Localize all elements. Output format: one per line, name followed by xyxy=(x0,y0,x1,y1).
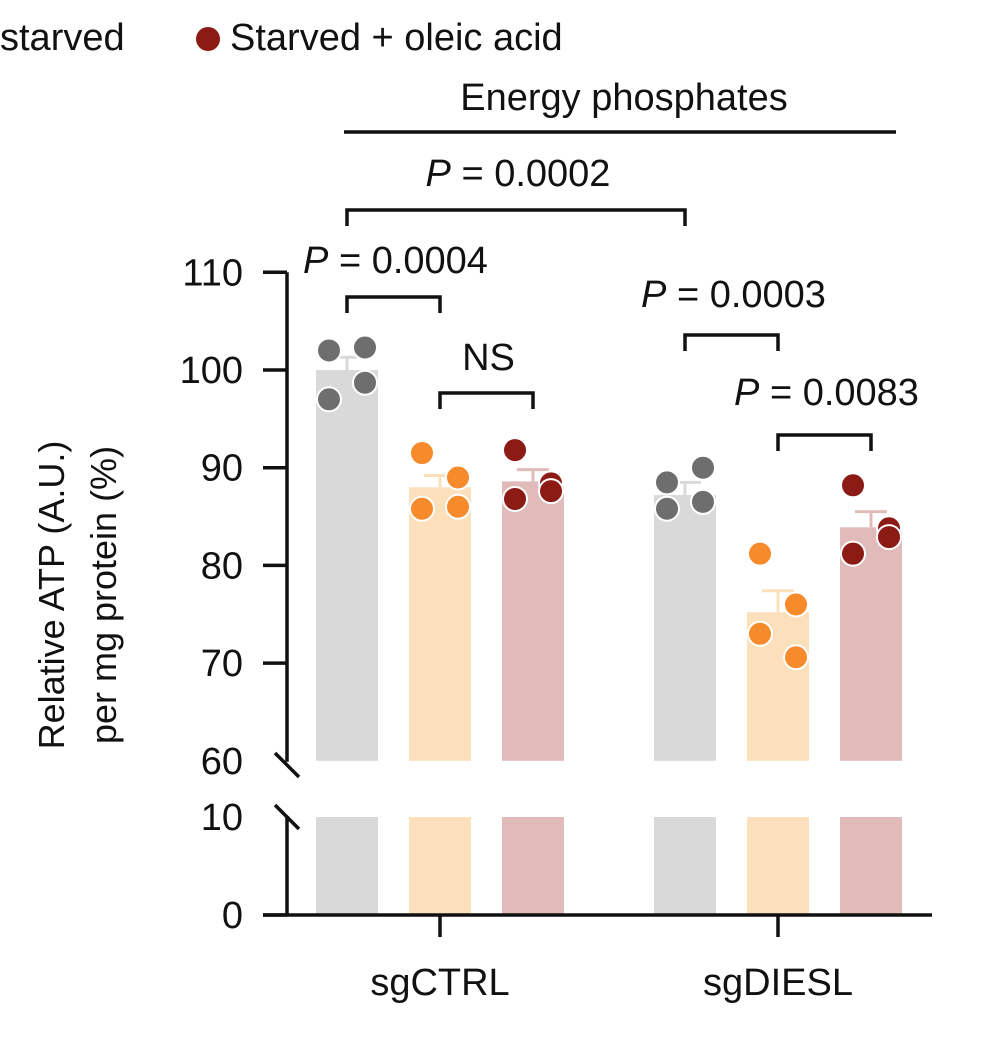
bars-layer xyxy=(316,370,902,915)
bar-sgctrl-s0-upper xyxy=(316,370,378,761)
point-sgctrl-s2-0 xyxy=(502,437,528,464)
point-sgctrl-s1-3 xyxy=(445,493,471,520)
x-tick-labels: sgCTRL sgDIESL xyxy=(370,915,853,1004)
bar-sgctrl-s2-upper xyxy=(502,481,564,761)
bracket-2 xyxy=(438,391,535,409)
chart-title: Energy phosphates xyxy=(460,77,787,119)
y-axis-label-line1: Relative ATP (A.U.) xyxy=(31,441,72,750)
y-tick-label-lower-0: 0 xyxy=(222,895,243,937)
axis-break-mark-lower xyxy=(273,803,301,831)
y-tick-label-upper-80: 80 xyxy=(201,545,243,587)
bracket-label-4: P = 0.0083 xyxy=(734,372,919,414)
point-sgctrl-s2-2 xyxy=(502,485,528,512)
significance-brackets: P = 0.0002 P = 0.0004 NS P = 0.0003 P = 0.00… xyxy=(303,153,919,451)
point-sgdiesl-s1-0 xyxy=(747,540,773,567)
bracket-label-1: P = 0.0004 xyxy=(303,240,488,282)
bar-sgdiesl-s1-lower xyxy=(747,817,809,915)
y-tick-label-lower-10: 10 xyxy=(201,797,243,839)
bar-sgctrl-s1-lower xyxy=(409,817,471,915)
y-tick-label-upper-70: 70 xyxy=(201,643,243,685)
point-sgctrl-s2-3 xyxy=(538,478,564,505)
axis-break-mark-upper xyxy=(273,751,301,779)
bracket-label-3: P = 0.0003 xyxy=(641,274,826,316)
y-tick-label-upper-100: 100 xyxy=(180,350,243,392)
bracket-label-0: P = 0.0002 xyxy=(426,153,611,195)
point-sgdiesl-s0-2 xyxy=(654,495,680,522)
point-sgctrl-s0-2 xyxy=(316,386,342,413)
x-tick-label-sgdiesl: sgDIESL xyxy=(703,962,853,1004)
point-sgctrl-s0-1 xyxy=(352,334,378,361)
point-sgdiesl-s1-3 xyxy=(783,644,809,671)
point-sgdiesl-s0-1 xyxy=(690,454,716,481)
x-tick-label-sgctrl: sgCTRL xyxy=(370,962,509,1004)
bar-sgdiesl-s2-lower xyxy=(840,817,902,915)
point-sgctrl-s1-1 xyxy=(445,464,471,491)
bracket-label-2: NS xyxy=(462,337,515,379)
y-tick-label-upper-90: 90 xyxy=(201,448,243,490)
legend-label-starved-oleic: Starved + oleic acid xyxy=(230,17,563,59)
y-axis-label: Relative ATP (A.U.) per mg protein (%) xyxy=(31,441,124,750)
y-axis-label-line2: per mg protein (%) xyxy=(83,446,124,744)
point-sgdiesl-s1-2 xyxy=(747,620,773,647)
point-sgctrl-s0-3 xyxy=(352,369,378,396)
point-sgdiesl-s2-0 xyxy=(840,472,866,499)
point-sgctrl-s1-2 xyxy=(409,495,435,522)
bracket-0 xyxy=(345,208,687,226)
point-sgctrl-s0-0 xyxy=(316,337,342,364)
bar-sgctrl-s0-lower xyxy=(316,817,378,915)
point-sgdiesl-s0-3 xyxy=(690,488,716,515)
y-tick-label-upper-110: 110 xyxy=(182,252,243,294)
point-sgctrl-s1-0 xyxy=(409,440,435,467)
bar-sgdiesl-s0-lower xyxy=(654,817,716,915)
legend-label-starved: starved xyxy=(0,17,125,59)
bar-sgdiesl-s0-upper xyxy=(654,495,716,761)
bracket-4 xyxy=(776,433,873,451)
bracket-3 xyxy=(683,333,780,351)
point-sgdiesl-s0-0 xyxy=(654,469,680,496)
point-sgdiesl-s2-3 xyxy=(876,524,902,551)
bar-sgctrl-s2-lower xyxy=(502,817,564,915)
bracket-1 xyxy=(345,295,442,313)
chart-title-group: Energy phosphates xyxy=(344,77,896,134)
point-sgdiesl-s2-2 xyxy=(840,540,866,567)
points-layer xyxy=(316,334,902,671)
legend: starved Starved + oleic acid xyxy=(0,17,563,59)
point-sgdiesl-s1-1 xyxy=(783,591,809,618)
bar-sgctrl-s1-upper xyxy=(409,487,471,761)
y-tick-label-upper-60: 60 xyxy=(201,741,243,783)
axes-layer: 60 70 80 90 100 110 0 10 xyxy=(180,252,932,937)
legend-dot-starved-oleic xyxy=(196,27,220,51)
